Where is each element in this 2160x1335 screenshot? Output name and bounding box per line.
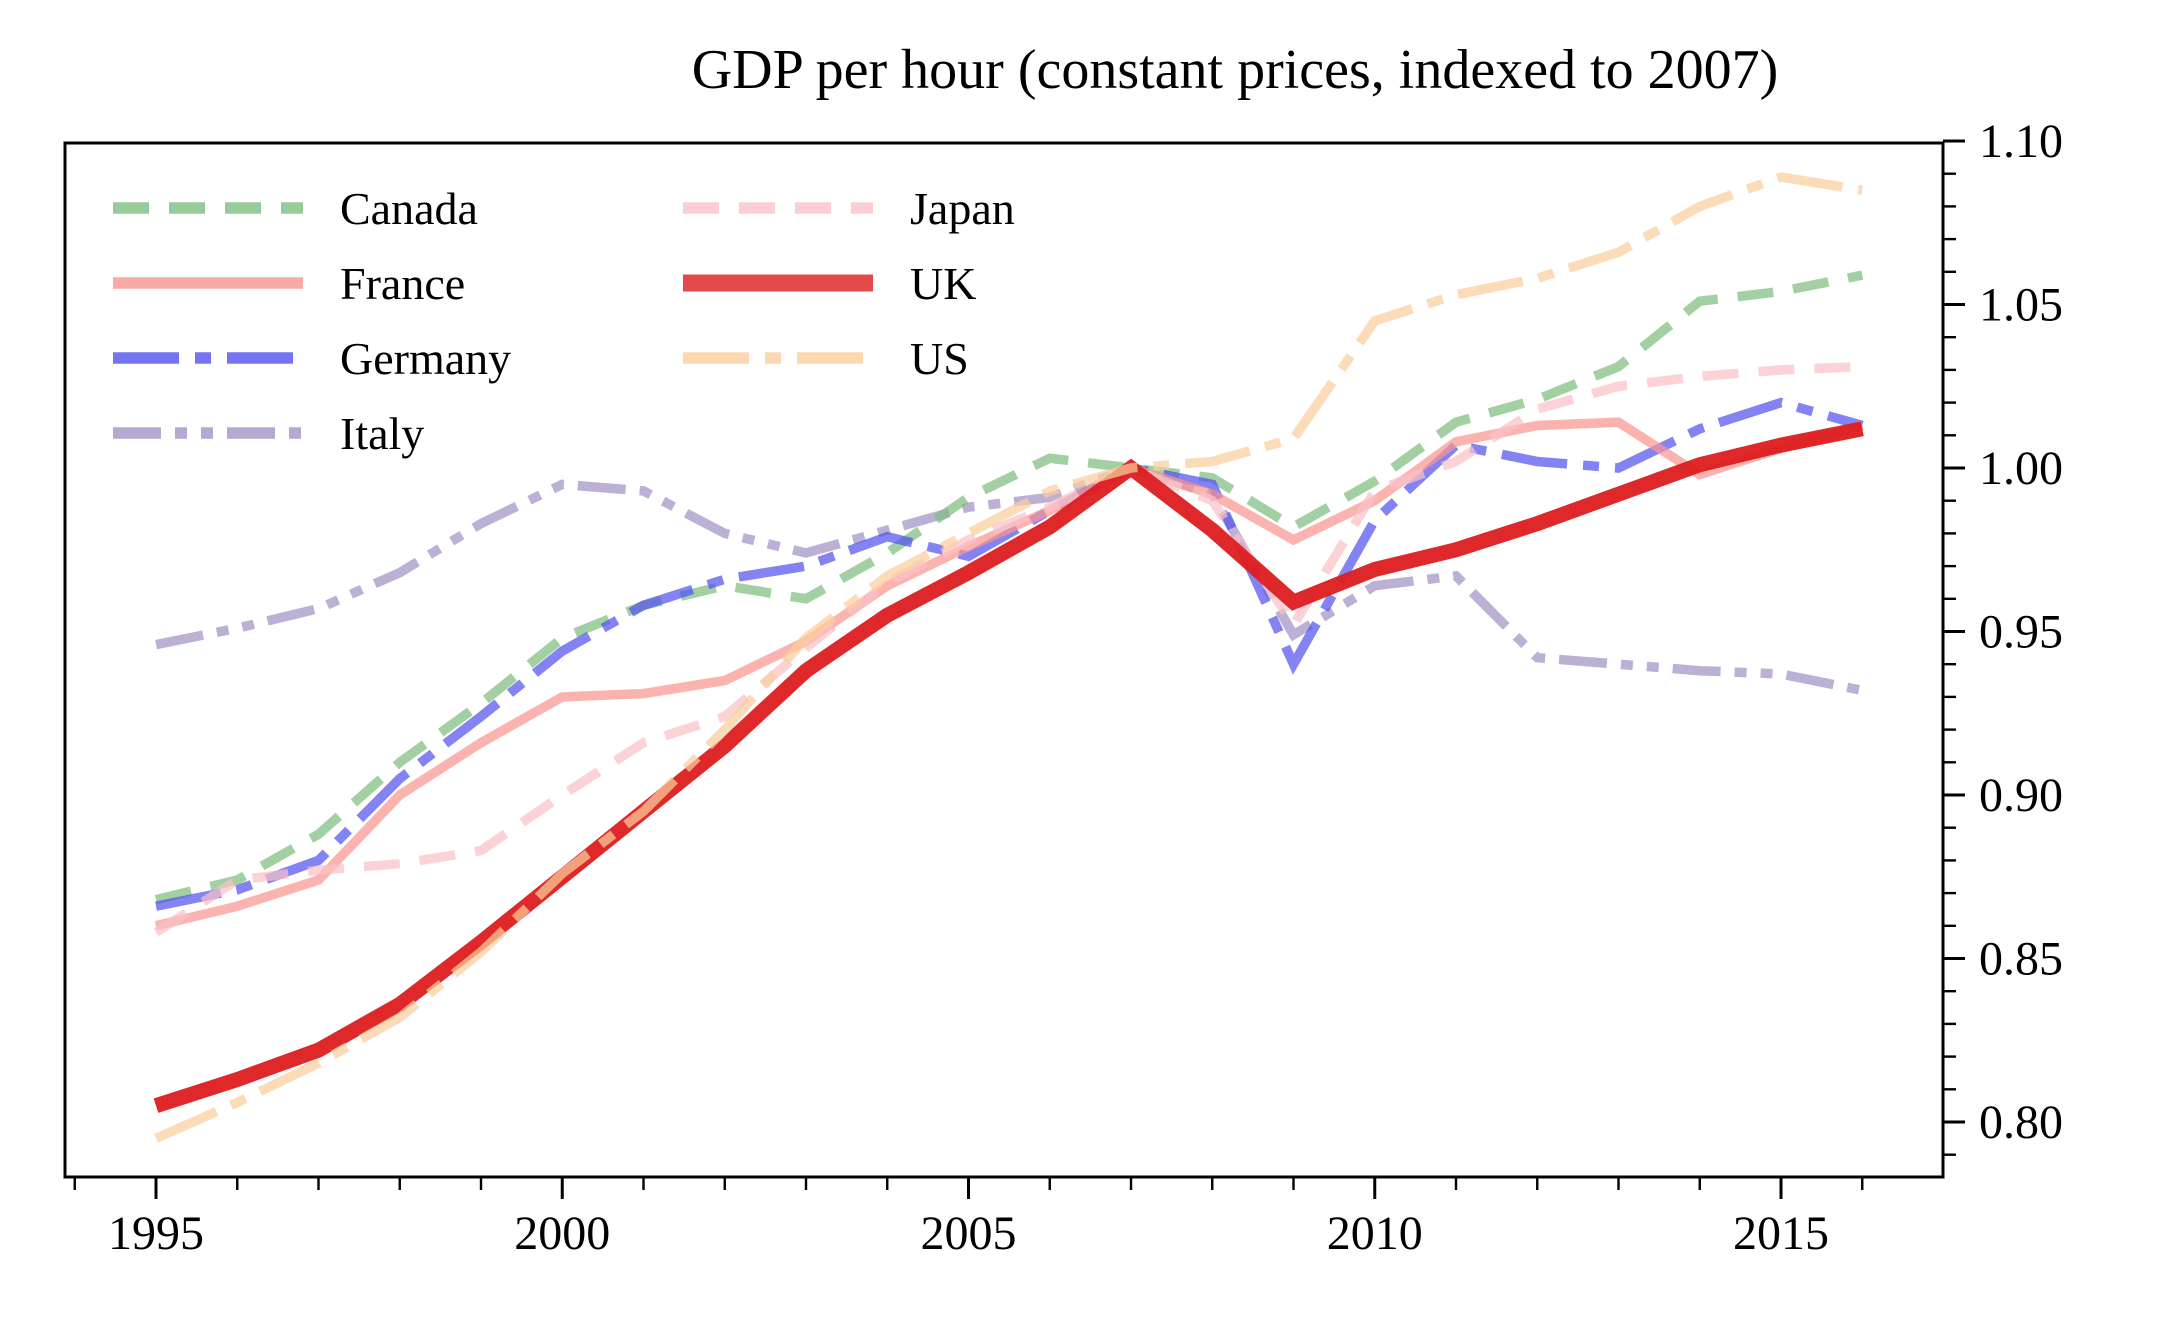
series-line-us — [154, 172, 1864, 1143]
legend-label-us: US — [910, 333, 969, 384]
series-line-italy — [155, 462, 1864, 696]
x-tick-label: 2005 — [921, 1207, 1017, 1260]
x-tick-label: 1995 — [108, 1207, 204, 1260]
y-tick-label: 1.00 — [1979, 442, 2063, 495]
legend-label-uk: UK — [910, 258, 976, 309]
y-tick-label: 0.90 — [1979, 769, 2063, 822]
series-line-japan — [153, 361, 1863, 937]
y-tick-label: 1.10 — [1979, 115, 2063, 168]
plot-frame — [63, 141, 1945, 1179]
y-tick-label: 1.05 — [1979, 279, 2063, 332]
x-tick-label: 2010 — [1327, 1207, 1423, 1260]
y-tick-label: 0.85 — [1979, 933, 2063, 986]
legend-label-italy: Italy — [340, 408, 424, 459]
chart-title: GDP per hour (constant prices, indexed t… — [691, 39, 1779, 101]
series-line-canada — [154, 270, 1864, 905]
x-tick-label: 2015 — [1733, 1207, 1829, 1260]
x-tick-label: 2000 — [514, 1207, 610, 1260]
y-tick-label: 0.80 — [1979, 1096, 2063, 1149]
legend-label-france: France — [340, 258, 465, 309]
legend-label-germany: Germany — [340, 333, 511, 384]
y-tick-label: 0.95 — [1979, 606, 2063, 659]
series-line-uk — [153, 421, 1864, 1113]
legend-label-canada: Canada — [340, 183, 478, 234]
legend-label-japan: Japan — [910, 183, 1015, 234]
